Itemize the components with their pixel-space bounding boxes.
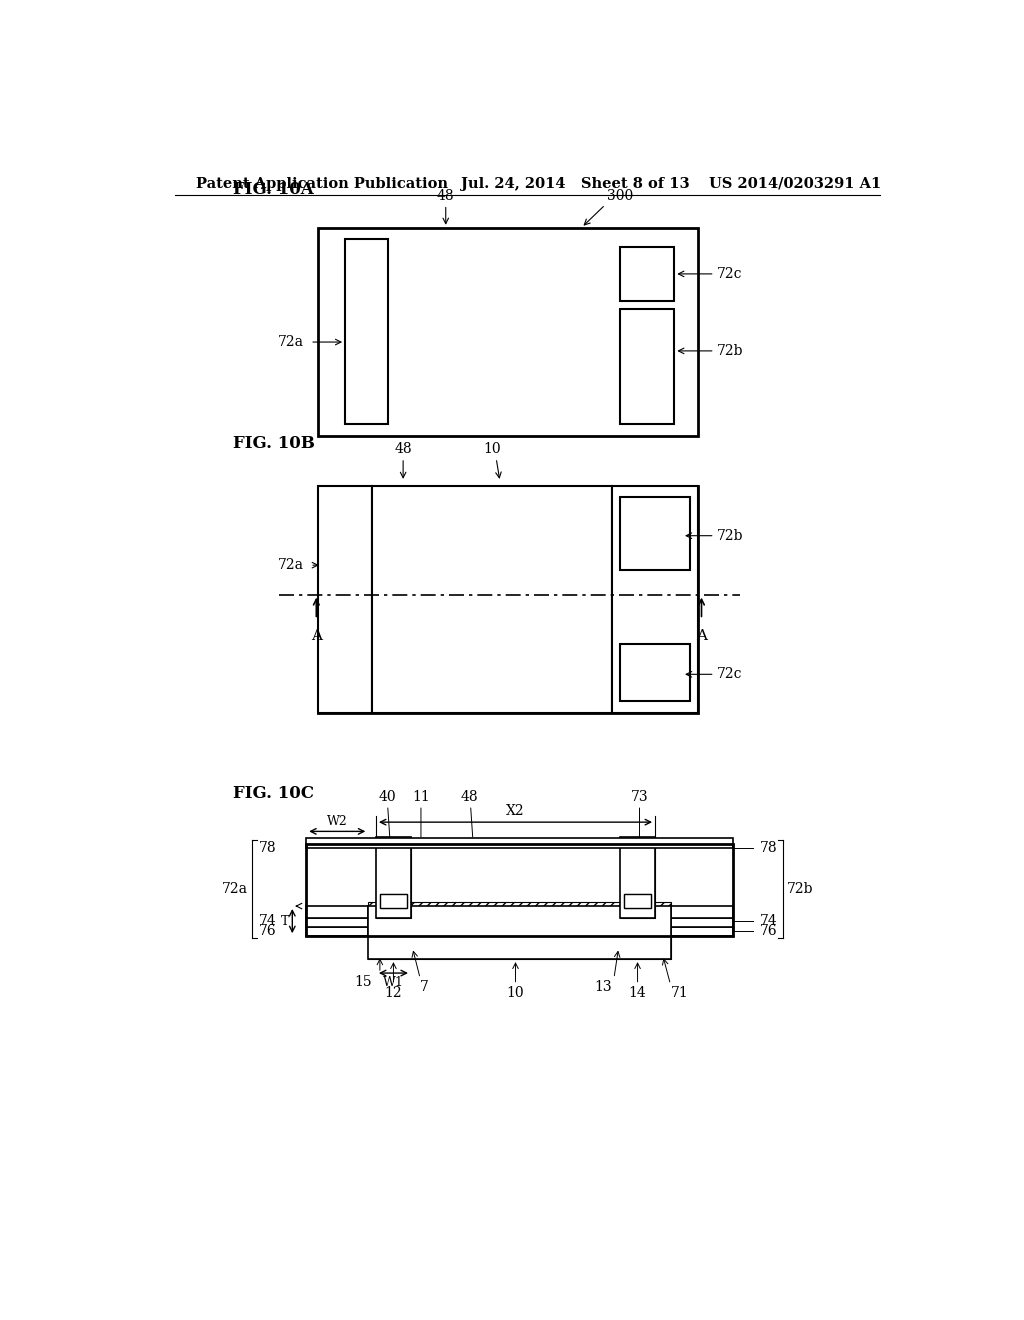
Bar [306,917,369,927]
Text: A: A [311,628,322,643]
Bar [621,644,690,701]
Text: 72b: 72b [717,345,743,358]
Text: 300: 300 [607,189,633,203]
Text: 73: 73 [631,789,648,804]
Text: 72a: 72a [222,882,248,896]
Text: 76: 76 [760,924,777,939]
Bar [671,906,732,917]
Text: 14: 14 [629,986,646,1001]
Bar [380,894,407,908]
Bar [624,894,651,908]
Bar [621,837,655,917]
Text: 72c: 72c [717,668,742,681]
Text: 40: 40 [379,789,396,804]
Text: 71: 71 [671,986,688,1001]
Text: 48: 48 [460,789,478,804]
Text: W2: W2 [327,814,347,828]
Text: 12: 12 [385,986,402,1001]
Text: 10: 10 [483,442,501,457]
Bar [380,894,407,908]
Bar [306,906,369,917]
Text: 15: 15 [354,974,372,989]
Text: 13: 13 [595,979,612,994]
Bar [306,843,732,936]
Bar [621,837,655,917]
Bar [671,917,732,927]
Bar [621,309,675,424]
Text: 72a: 72a [278,335,304,348]
Bar [376,837,411,917]
Bar [671,917,732,927]
Text: 48: 48 [394,442,412,457]
Bar [372,486,612,713]
Bar [621,247,675,301]
Bar [317,228,697,436]
Text: Patent Application Publication: Patent Application Publication [197,177,449,191]
Bar [317,486,697,713]
Bar [306,927,369,936]
Bar [306,917,369,927]
Text: Jul. 24, 2014   Sheet 8 of 13: Jul. 24, 2014 Sheet 8 of 13 [461,177,690,191]
Text: A: A [696,628,707,643]
Text: 48: 48 [437,189,455,203]
Bar [317,486,372,713]
Bar [612,486,697,713]
Text: X2: X2 [506,804,525,818]
Bar [369,906,671,960]
Text: 72c: 72c [717,267,742,281]
Text: US 2014/0203291 A1: US 2014/0203291 A1 [710,177,882,191]
Bar [306,927,369,936]
Text: FIG. 10A: FIG. 10A [232,181,313,198]
Text: 72a: 72a [278,558,304,572]
Bar [306,838,732,847]
Text: T: T [281,915,289,928]
Bar [671,927,732,936]
Bar [369,903,671,960]
Bar [345,239,388,424]
Text: FIG. 10C: FIG. 10C [232,785,313,803]
Text: 76: 76 [259,924,276,939]
Text: 7: 7 [420,979,429,994]
Bar [306,906,369,917]
Bar [621,498,690,570]
Text: 72b: 72b [786,882,813,896]
Text: 78: 78 [760,841,777,854]
Bar [671,927,732,936]
Text: 74: 74 [259,913,276,928]
Bar [376,837,411,917]
Text: 74: 74 [760,913,777,928]
Bar [671,906,732,917]
Text: 78: 78 [259,841,276,854]
Bar [624,894,651,908]
Text: 72b: 72b [717,529,743,543]
Text: W1: W1 [383,977,403,989]
Text: 11: 11 [412,789,430,804]
Text: FIG. 10B: FIG. 10B [232,434,314,451]
Text: 10: 10 [507,986,524,1001]
